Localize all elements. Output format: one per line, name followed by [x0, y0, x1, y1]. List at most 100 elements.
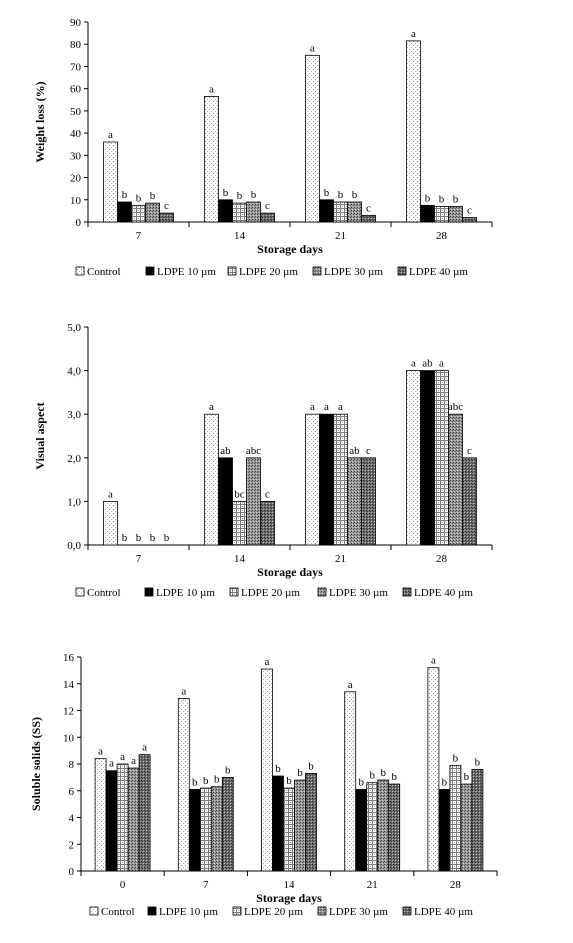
- significance-letter: abc: [246, 445, 261, 457]
- bar: [260, 212, 275, 223]
- legend-swatch: [75, 266, 85, 276]
- category-label: 21: [367, 879, 378, 891]
- bar: [199, 787, 212, 872]
- category-label: 7: [136, 553, 142, 565]
- category-label: 7: [136, 230, 142, 242]
- bar: [305, 413, 320, 546]
- bar: [305, 54, 320, 223]
- significance-letter: a: [324, 401, 329, 413]
- legend-label: LDPE 30 µm: [329, 587, 388, 599]
- y-tick-label: 5,0: [67, 322, 81, 334]
- significance-letter: a: [108, 488, 113, 500]
- significance-letter: b: [237, 190, 243, 202]
- significance-letter: b: [391, 771, 397, 783]
- legend: Control LDPE 10 µm LDPE 20 µm LDPE 30 µm LDP…: [75, 587, 473, 599]
- bar: [434, 206, 449, 223]
- significance-letter: a: [109, 758, 114, 770]
- category-label: 14: [234, 230, 246, 242]
- significance-letter: b: [164, 532, 170, 544]
- bar: [116, 763, 129, 872]
- bar: [105, 770, 118, 872]
- category-label: 21: [335, 230, 346, 242]
- bar: [159, 212, 174, 223]
- legend-swatch: [402, 906, 412, 916]
- significance-letter: a: [209, 401, 214, 413]
- x-axis-title: Storage days: [257, 242, 323, 256]
- significance-letter: b: [453, 752, 459, 764]
- significance-letter: b: [338, 189, 344, 201]
- bar: [361, 457, 376, 546]
- legend-label: LDPE 30 µm: [329, 906, 388, 918]
- significance-letter: b: [308, 760, 314, 772]
- bar: [272, 775, 284, 872]
- bar: [145, 202, 160, 223]
- significance-letter: b: [352, 189, 358, 201]
- significance-letter: bc: [234, 488, 245, 500]
- bar: [188, 789, 201, 872]
- bar: [361, 214, 376, 223]
- y-tick-label: 0,0: [67, 540, 81, 552]
- legend-label: LDPE 30 µm: [324, 266, 383, 278]
- bar: [218, 199, 233, 223]
- significance-letter: b: [150, 532, 156, 544]
- significance-letter: b: [223, 187, 229, 199]
- bar: [218, 457, 233, 546]
- bar: [319, 199, 334, 223]
- bar: [138, 754, 151, 872]
- bar: [232, 500, 247, 546]
- bar: [131, 204, 146, 223]
- significance-letter: c: [467, 445, 472, 457]
- bar: [420, 204, 435, 223]
- significance-letter: a: [98, 746, 103, 758]
- significance-letter: a: [411, 358, 416, 370]
- y-tick-label: 8: [69, 759, 75, 771]
- category-label: 7: [203, 879, 209, 891]
- bar: [319, 413, 334, 546]
- significance-letter: a: [338, 401, 343, 413]
- bar: [127, 767, 140, 872]
- legend-label: LDPE 40 µm: [414, 906, 473, 918]
- bar: [347, 201, 362, 223]
- significance-letter: a: [348, 679, 353, 691]
- y-tick-label: 16: [63, 652, 75, 664]
- significance-letter: b: [122, 532, 128, 544]
- y-tick-label: 4,0: [67, 366, 81, 378]
- significance-letter: a: [310, 401, 315, 413]
- y-axis-title: Visual aspect: [33, 402, 47, 469]
- significance-letter: b: [286, 775, 292, 787]
- bar: [347, 457, 362, 546]
- bar: [462, 457, 477, 546]
- significance-letter: b: [203, 775, 209, 787]
- significance-letter: c: [164, 200, 169, 212]
- bar: [260, 500, 275, 546]
- legend-label: LDPE 40 µm: [409, 266, 468, 278]
- y-tick-label: 14: [63, 679, 75, 691]
- legend-label: Control: [87, 266, 121, 278]
- y-tick-label: 20: [70, 173, 82, 185]
- bar: [232, 202, 247, 223]
- significance-letter: b: [297, 767, 303, 779]
- y-tick-label: 0: [76, 217, 82, 229]
- significance-letter: b: [369, 770, 375, 782]
- significance-letter: b: [225, 764, 231, 776]
- y-tick-label: 10: [63, 732, 75, 744]
- significance-letter: a: [209, 83, 214, 95]
- y-tick-label: 2,0: [67, 453, 81, 465]
- y-tick-label: 0: [69, 866, 75, 878]
- legend-swatch: [75, 587, 85, 597]
- y-tick-label: 2: [69, 839, 75, 851]
- y-tick-label: 40: [70, 128, 82, 140]
- bar: [333, 413, 348, 546]
- legend-label: Control: [101, 906, 135, 918]
- legend-swatch: [227, 266, 237, 276]
- significance-letter: b: [453, 193, 459, 205]
- bar: [210, 786, 223, 872]
- significance-letter: a: [439, 358, 444, 370]
- significance-letter: b: [275, 763, 281, 775]
- significance-letter: ab: [220, 445, 231, 457]
- y-tick-label: 70: [70, 61, 82, 73]
